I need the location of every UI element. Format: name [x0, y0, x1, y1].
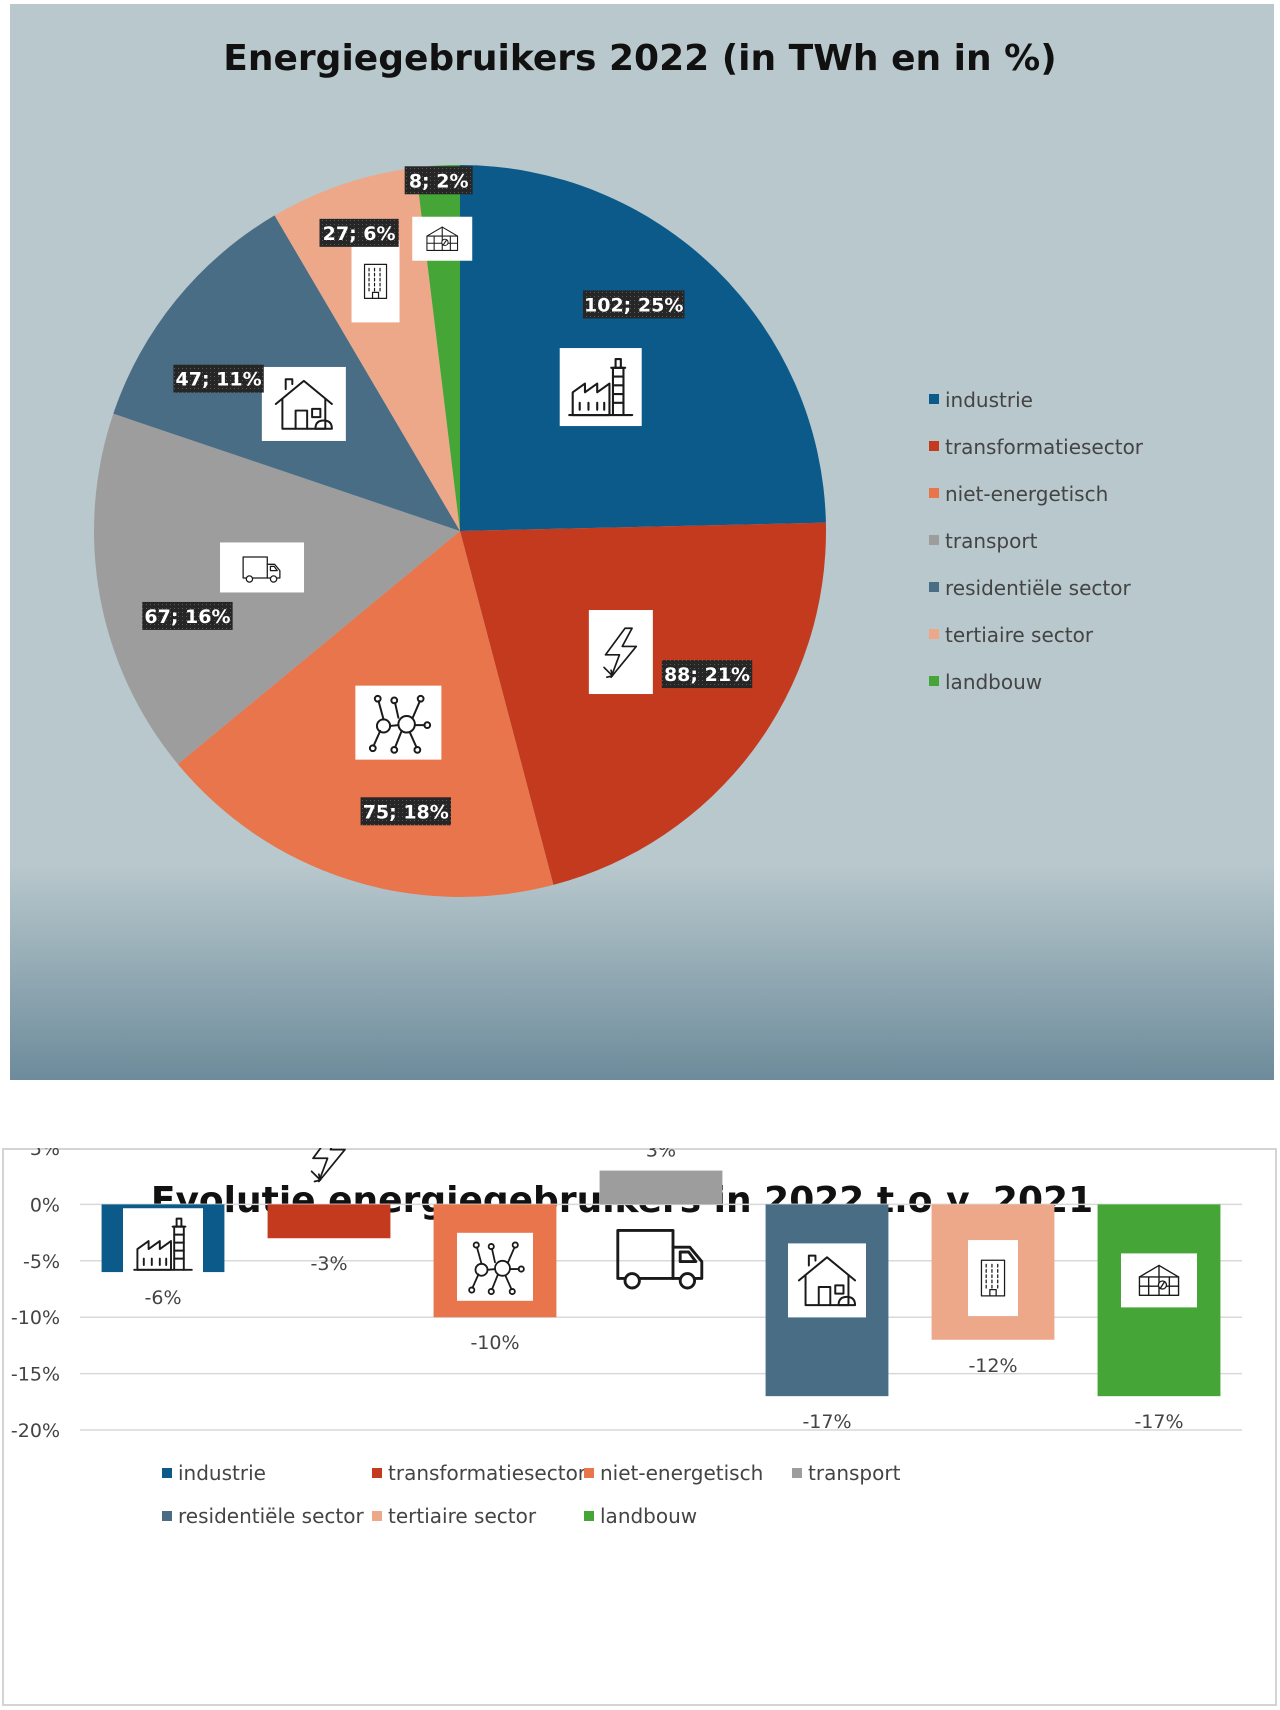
pie-legend-label: landbouw	[945, 670, 1042, 694]
bar-legend-swatch	[584, 1468, 594, 1478]
pie-data-label: 27; 6%	[319, 218, 399, 247]
lightning-icon	[588, 610, 653, 695]
bar-legend-item-transport: transport	[792, 1461, 901, 1485]
bar-legend-swatch	[162, 1511, 172, 1521]
bar-data-label: 3%	[646, 1148, 676, 1162]
bar-data-label: -17%	[802, 1411, 851, 1433]
pie-data-label: 75; 18%	[360, 797, 451, 826]
pie-data-label-text: 75; 18%	[363, 801, 449, 823]
pie-data-label: 67; 16%	[142, 601, 233, 630]
factory-icon	[123, 1208, 203, 1281]
pie-data-label-text: 88; 21%	[664, 664, 750, 686]
house-icon	[261, 366, 346, 441]
pie-legend-label: residentiële sector	[945, 576, 1131, 600]
pie-data-label-text: 27; 6%	[323, 223, 396, 245]
bar-legend-item-niet-energetisch: niet-energetisch	[584, 1461, 763, 1485]
y-tick-label: -20%	[11, 1420, 60, 1442]
bar-legend-item-landbouw: landbouw	[584, 1504, 697, 1528]
pie-legend-item-tertiaire-sector: tertiaire sector	[929, 623, 1094, 647]
pie-data-label: 102; 25%	[582, 290, 685, 319]
y-tick-label: -15%	[11, 1364, 60, 1386]
pie-legend-swatch	[929, 629, 939, 639]
pie-chart-panel: Energiegebruikers 2022 (in TWh en in %) …	[10, 4, 1274, 1080]
factory-icon	[559, 348, 642, 427]
pie-legend-label: transformatiesector	[945, 435, 1144, 459]
pie-legend-item-residentiele-sector: residentiële sector	[929, 576, 1131, 600]
pie-data-label-text: 47; 11%	[176, 369, 262, 391]
pie-legend-swatch	[929, 582, 939, 592]
bar-legend-label: landbouw	[600, 1504, 697, 1528]
bar-legend-swatch	[162, 1468, 172, 1478]
bar-transport	[599, 1170, 723, 1205]
office-building-icon	[351, 240, 400, 323]
pie-legend-label: industrie	[945, 388, 1033, 412]
y-tick-label: -10%	[11, 1307, 60, 1329]
pie-data-label: 8; 2%	[404, 166, 473, 195]
greenhouse-icon	[412, 216, 473, 261]
bar-legend-label: transformatiesector	[388, 1461, 587, 1485]
bar-data-label: -12%	[968, 1355, 1017, 1377]
pie-legend-label: transport	[945, 529, 1038, 553]
molecule-icon	[355, 685, 442, 760]
office-building-icon	[968, 1240, 1018, 1317]
pie-legend-item-industrie: industrie	[929, 388, 1033, 412]
bar-data-label: -3%	[311, 1253, 348, 1275]
pie-legend-label: tertiaire sector	[945, 623, 1094, 647]
pie-data-label: 47; 11%	[173, 364, 264, 393]
pie-legend-swatch	[929, 441, 939, 451]
bar-legend-swatch	[584, 1511, 594, 1521]
bar-data-label: -17%	[1134, 1411, 1183, 1433]
bar-legend-label: residentiële sector	[178, 1504, 364, 1528]
y-tick-label: -5%	[23, 1251, 60, 1273]
bar-legend-label: niet-energetisch	[600, 1461, 763, 1485]
bar-legend-label: tertiaire sector	[388, 1504, 537, 1528]
pie-legend-swatch	[929, 488, 939, 498]
pie-legend-item-landbouw: landbouw	[929, 670, 1042, 694]
pie-legend-item-transformatiesector: transformatiesector	[929, 435, 1144, 459]
pie-legend-swatch	[929, 394, 939, 404]
greenhouse-icon	[1121, 1253, 1197, 1308]
pie-legend-label: niet-energetisch	[945, 482, 1108, 506]
bar-data-label: -6%	[145, 1287, 182, 1309]
molecule-icon	[457, 1232, 533, 1301]
bar-legend-item-industrie: industrie	[162, 1461, 266, 1485]
bar-legend-item-transformatiesector: transformatiesector	[372, 1461, 587, 1485]
pie-legend-swatch	[929, 535, 939, 545]
bar-chart-panel: Evolutie energiegebruikers in 2022 t.o.v…	[2, 1129, 1277, 1706]
bar-legend-label: industrie	[178, 1461, 266, 1485]
y-tick-label: 0%	[30, 1194, 60, 1216]
pie-data-label-text: 102; 25%	[584, 294, 683, 316]
truck-icon	[220, 542, 305, 593]
bar-legend-swatch	[372, 1511, 382, 1521]
bar-data-label: -10%	[470, 1332, 519, 1354]
pie-slice-industrie	[460, 165, 826, 531]
y-tick-label: 5%	[30, 1148, 60, 1160]
bar-legend-swatch	[372, 1468, 382, 1478]
pie-data-label-text: 67; 16%	[144, 606, 230, 628]
pie-slice-transformatiesector	[460, 522, 826, 885]
bar-legend-swatch	[792, 1468, 802, 1478]
pie-legend-swatch	[929, 676, 939, 686]
pie-chart: Energiegebruikers 2022 (in TWh en in %) …	[10, 4, 1274, 1080]
bar-legend-label: transport	[808, 1461, 901, 1485]
bar-legend-item-tertiaire-sector: tertiaire sector	[372, 1504, 537, 1528]
bar-chart: Evolutie energiegebruikers in 2022 t.o.v…	[2, 1129, 1277, 1706]
bar-legend-item-residentiele-sector: residentiële sector	[162, 1504, 364, 1528]
bar-transformatiesector	[267, 1204, 391, 1239]
pie-data-label-text: 8; 2%	[409, 170, 469, 192]
house-icon	[788, 1243, 866, 1318]
pie-legend-item-niet-energetisch: niet-energetisch	[929, 482, 1108, 506]
truck-icon	[616, 1228, 704, 1290]
pie-legend-item-transport: transport	[929, 529, 1038, 553]
pie-chart-title: Energiegebruikers 2022 (in TWh en in %)	[223, 38, 1056, 79]
pie-data-label: 88; 21%	[661, 660, 753, 689]
